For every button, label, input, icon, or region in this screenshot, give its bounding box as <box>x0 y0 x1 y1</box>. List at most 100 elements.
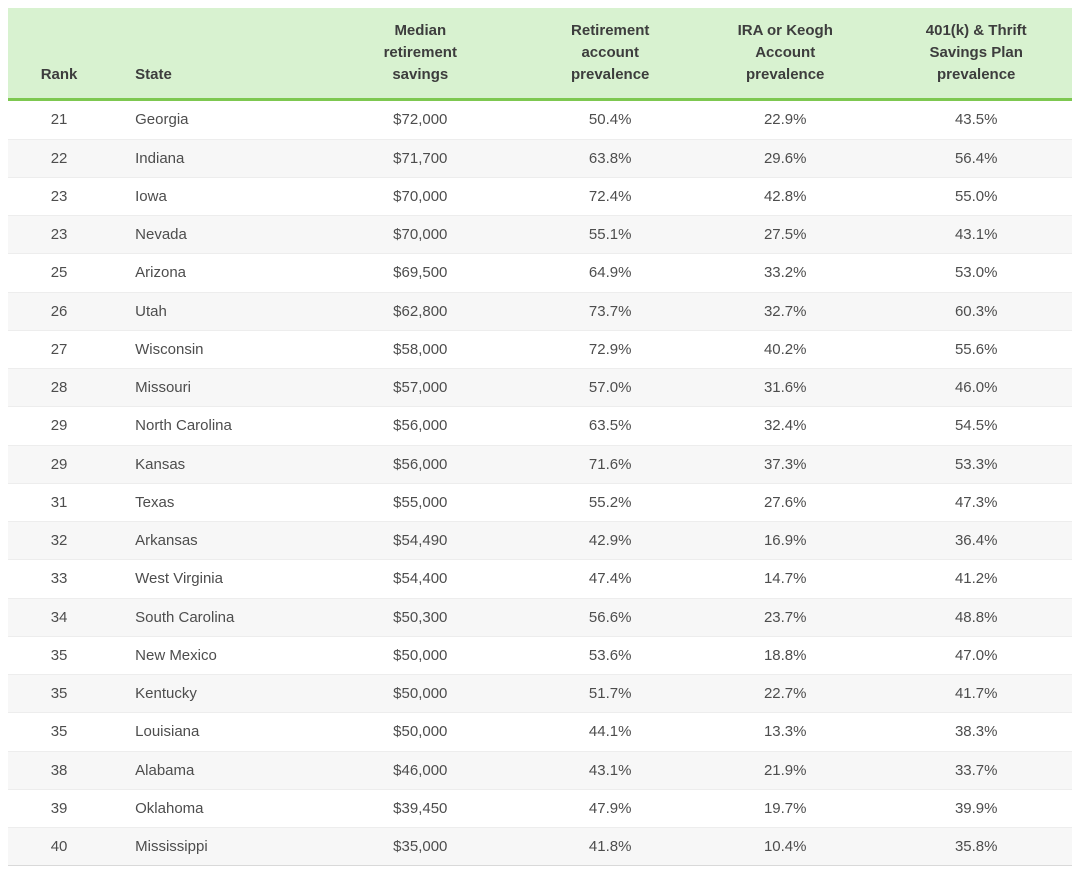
rank-cell: 23 <box>8 214 111 254</box>
rank-cell: 39 <box>8 788 111 828</box>
median-savings-cell: $62,800 <box>310 291 531 331</box>
rank-cell: 23 <box>8 176 111 216</box>
ira-keogh-prevalence-cell: 40.2% <box>690 329 881 369</box>
column-header-ira-keogh-prevalence: IRA or Keogh Account prevalence <box>690 8 881 102</box>
401k-prevalence-cell: 47.3% <box>880 482 1072 522</box>
table-row: 32 Arkansas $54,490 42.9% 16.9% 36.4% <box>8 520 1072 560</box>
ira-keogh-prevalence-cell: 27.5% <box>690 214 881 254</box>
table-header: Rank State Median retirement savings Ret… <box>8 8 1072 102</box>
table-row: 26 Utah $62,800 73.7% 32.7% 60.3% <box>8 291 1072 331</box>
median-savings-cell: $57,000 <box>310 367 531 407</box>
retirement-account-prevalence-cell: 50.4% <box>588 111 632 129</box>
retirement-account-prevalence-cell: 63.5% <box>530 406 690 445</box>
401k-prevalence-cell: 39.9% <box>880 788 1072 828</box>
median-savings-cell: $35,000 <box>310 826 531 866</box>
rank-cell: 35 <box>8 673 111 713</box>
ira-keogh-prevalence-cell: 42.8% <box>690 176 881 216</box>
median-savings-cell: $46,000 <box>310 750 531 790</box>
ira-keogh-prevalence-cell: 21.9% <box>690 750 881 790</box>
column-header-state: State <box>110 8 311 102</box>
401k-prevalence-cell: 54.5% <box>880 406 1072 445</box>
ira-keogh-prevalence-cell: 32.4% <box>690 406 881 445</box>
401k-prevalence-cell: 56.4% <box>880 138 1072 178</box>
column-header-retirement-label: Retirement account prevalence <box>571 22 650 83</box>
ira-keogh-prevalence-cell: 27.6% <box>690 482 881 522</box>
retirement-account-prevalence-cell: 51.7% <box>530 673 690 713</box>
median-savings-cell: $39,450 <box>310 788 531 828</box>
ira-keogh-prevalence-cell: 16.9% <box>690 520 881 560</box>
ira-keogh-prevalence-cell: 18.8% <box>690 635 881 675</box>
column-header-rank-label: Rank <box>40 65 78 83</box>
rank-cell: 33 <box>8 559 111 598</box>
table-row: 34 South Carolina $50,300 56.6% 23.7% 48.8% <box>8 597 1072 637</box>
retirement-account-prevalence-cell: 63.8% <box>530 138 690 178</box>
state-cell: Utah <box>110 291 311 331</box>
median-savings-cell: $50,300 <box>310 597 531 637</box>
median-savings-cell: $50,000 <box>310 673 531 713</box>
column-header-401k-label: 401(k) & Thrift Savings Plan prevalence <box>925 22 1027 83</box>
state-cell: Georgia <box>135 111 189 129</box>
rank-cell: 34 <box>8 597 111 637</box>
retirement-account-prevalence-cell: 64.9% <box>530 253 690 292</box>
401k-prevalence-cell: 46.0% <box>880 367 1072 407</box>
column-header-median-retirement-savings: Median retirement savings <box>310 8 531 102</box>
401k-prevalence-cell: 53.3% <box>880 444 1072 484</box>
table-row: 22 Indiana $71,700 63.8% 29.6% 56.4% <box>8 138 1072 178</box>
column-header-retirement-account-prevalence: Retirement account prevalence <box>530 8 690 102</box>
table-row: 39 Oklahoma $39,450 47.9% 19.7% 39.9% <box>8 788 1072 828</box>
retirement-account-prevalence-cell: 56.6% <box>530 597 690 637</box>
ira-keogh-prevalence-cell: 14.7% <box>690 559 881 598</box>
state-cell: Wisconsin <box>110 329 311 369</box>
ira-keogh-prevalence-cell: 22.9% <box>763 111 807 129</box>
ira-keogh-prevalence-cell: 33.2% <box>690 253 881 292</box>
retirement-account-prevalence-cell: 43.1% <box>530 750 690 790</box>
ira-keogh-prevalence-cell: 32.7% <box>690 291 881 331</box>
table-row: 29 Kansas $56,000 71.6% 37.3% 53.3% <box>8 444 1072 484</box>
retirement-account-prevalence-cell: 72.9% <box>530 329 690 369</box>
state-cell: Kansas <box>110 444 311 484</box>
ira-keogh-prevalence-cell: 10.4% <box>690 826 881 866</box>
401k-prevalence-cell: 41.2% <box>880 559 1072 598</box>
median-savings-cell: $72,000 <box>393 111 448 129</box>
401k-prevalence-cell: 43.1% <box>880 214 1072 254</box>
table-row: 40 Mississippi $35,000 41.8% 10.4% 35.8% <box>8 826 1072 866</box>
retirement-account-prevalence-cell: 71.6% <box>530 444 690 484</box>
median-savings-cell: $50,000 <box>310 712 531 751</box>
retirement-account-prevalence-cell: 42.9% <box>530 520 690 560</box>
state-cell: Arkansas <box>110 520 311 560</box>
state-cell: Alabama <box>110 750 311 790</box>
401k-prevalence-cell: 55.6% <box>880 329 1072 369</box>
state-cell: Missouri <box>110 367 311 407</box>
table-row: 29 North Carolina $56,000 63.5% 32.4% 54.5% <box>8 406 1072 445</box>
401k-prevalence-cell: 38.3% <box>880 712 1072 751</box>
rank-cell: 32 <box>8 520 111 560</box>
401k-prevalence-cell: 60.3% <box>880 291 1072 331</box>
state-cell: Iowa <box>110 176 311 216</box>
401k-prevalence-cell: 55.0% <box>880 176 1072 216</box>
retirement-account-prevalence-cell: 73.7% <box>530 291 690 331</box>
column-header-ira-label: IRA or Keogh Account prevalence <box>737 22 833 83</box>
median-savings-cell: $54,400 <box>310 559 531 598</box>
table-row: 23 Iowa $70,000 72.4% 42.8% 55.0% <box>8 176 1072 216</box>
state-cell: Indiana <box>110 138 311 178</box>
rank-cell: 25 <box>8 253 111 292</box>
state-cell: Kentucky <box>110 673 311 713</box>
401k-prevalence-cell: 47.0% <box>880 635 1072 675</box>
rank-cell: 29 <box>8 444 111 484</box>
rank-cell: 22 <box>8 138 111 178</box>
retirement-account-prevalence-cell: 55.2% <box>530 482 690 522</box>
median-savings-cell: $58,000 <box>310 329 531 369</box>
ira-keogh-prevalence-cell: 23.7% <box>690 597 881 637</box>
table-body: 21 Georgia $72,000 50.4% 22.9% 43.5% 22 Indiana… <box>8 100 1072 866</box>
median-savings-cell: $70,000 <box>310 176 531 216</box>
rank-cell: 27 <box>8 329 111 369</box>
401k-prevalence-cell: 43.5% <box>954 111 998 129</box>
column-header-median-label: Median retirement savings <box>383 22 457 83</box>
401k-prevalence-cell: 48.8% <box>880 597 1072 637</box>
rank-cell: 35 <box>8 712 111 751</box>
rank-cell: 35 <box>8 635 111 675</box>
table-row: 28 Missouri $57,000 57.0% 31.6% 46.0% <box>8 367 1072 407</box>
table-row: 33 West Virginia $54,400 47.4% 14.7% 41.2% <box>8 559 1072 598</box>
ira-keogh-prevalence-cell: 37.3% <box>690 444 881 484</box>
state-cell: Oklahoma <box>110 788 311 828</box>
